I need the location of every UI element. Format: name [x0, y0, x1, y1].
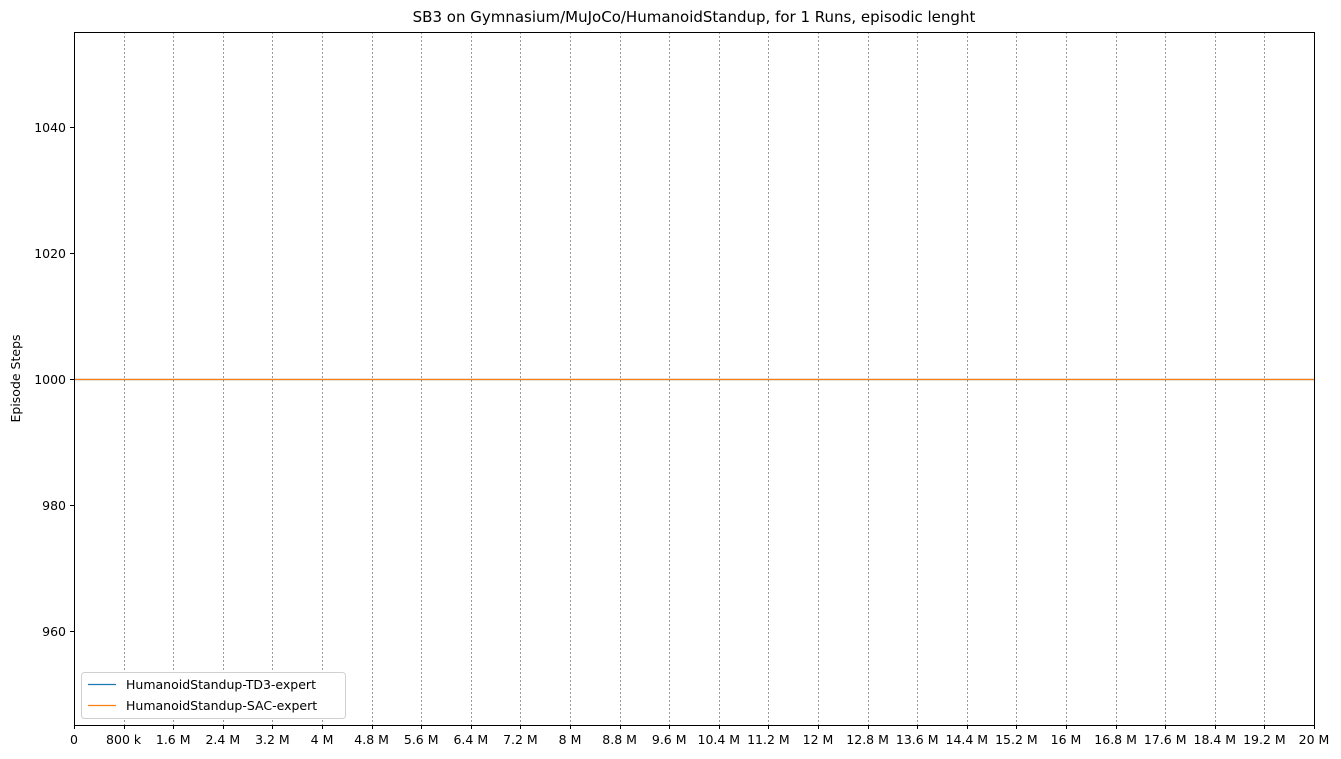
- grid-lines: [124, 32, 1265, 725]
- legend-box: [81, 672, 346, 719]
- x-tick-label: 9.6 M: [652, 732, 687, 747]
- x-tick-label: 8.8 M: [602, 732, 637, 747]
- legend: HumanoidStandup-TD3-expert HumanoidStandu…: [81, 672, 346, 719]
- x-tick-label: 17.6 M: [1144, 732, 1187, 747]
- legend-label-2: HumanoidStandup-SAC-expert: [126, 698, 317, 713]
- y-axis: 960 980 1000 1020 1040: [34, 120, 74, 639]
- x-tick-label: 18.4 M: [1194, 732, 1237, 747]
- y-tick-label: 1020: [34, 246, 66, 261]
- y-tick-label: 1040: [34, 120, 66, 135]
- x-tick-label: 6.4 M: [453, 732, 488, 747]
- y-axis-label: Episode Steps: [8, 334, 23, 422]
- x-tick-label: 5.6 M: [404, 732, 439, 747]
- x-tick-label: 14.4 M: [946, 732, 989, 747]
- chart-title: SB3 on Gymnasium/MuJoCo/HumanoidStandup,…: [413, 8, 976, 26]
- x-tick-label: 15.2 M: [995, 732, 1038, 747]
- x-tick-label: 16.8 M: [1094, 732, 1137, 747]
- x-tick-label: 2.4 M: [205, 732, 240, 747]
- x-tick-label: 3.2 M: [255, 732, 290, 747]
- x-tick-label: 8 M: [559, 732, 582, 747]
- x-tick-label: 12.8 M: [846, 732, 889, 747]
- plot-frame: [74, 32, 1315, 726]
- x-tick-label: 13.6 M: [896, 732, 939, 747]
- x-tick-label: 0: [70, 732, 78, 747]
- x-axis: 0 800 k 1.6 M 2.4 M 3.2 M 4 M 4.8 M 5.6 M 6.4 M 7…: [70, 725, 1329, 747]
- y-tick-label: 980: [42, 498, 66, 513]
- x-tick-label: 20 M: [1299, 732, 1330, 747]
- x-tick-label: 11.2 M: [747, 732, 790, 747]
- x-tick-label: 16 M: [1051, 732, 1082, 747]
- legend-label-1: HumanoidStandup-TD3-expert: [126, 677, 316, 692]
- y-tick-label: 960: [42, 624, 66, 639]
- x-tick-label: 19.2 M: [1243, 732, 1286, 747]
- x-tick-label: 12 M: [803, 732, 834, 747]
- y-tick-label: 1000: [34, 372, 66, 387]
- x-tick-label: 10.4 M: [698, 732, 741, 747]
- x-tick-label: 4 M: [311, 732, 334, 747]
- x-tick-label: 4.8 M: [354, 732, 389, 747]
- x-tick-label: 1.6 M: [156, 732, 191, 747]
- x-tick-label: 800 k: [106, 732, 142, 747]
- x-tick-label: 7.2 M: [503, 732, 538, 747]
